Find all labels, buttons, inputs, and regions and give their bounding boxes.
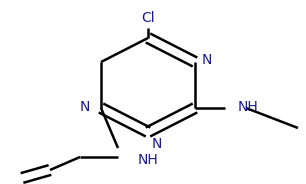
Text: NH: NH (238, 100, 259, 114)
Text: N: N (80, 100, 90, 114)
Text: N: N (202, 53, 212, 67)
Text: N: N (152, 137, 162, 151)
Text: NH: NH (138, 153, 159, 167)
Text: Cl: Cl (141, 11, 155, 25)
